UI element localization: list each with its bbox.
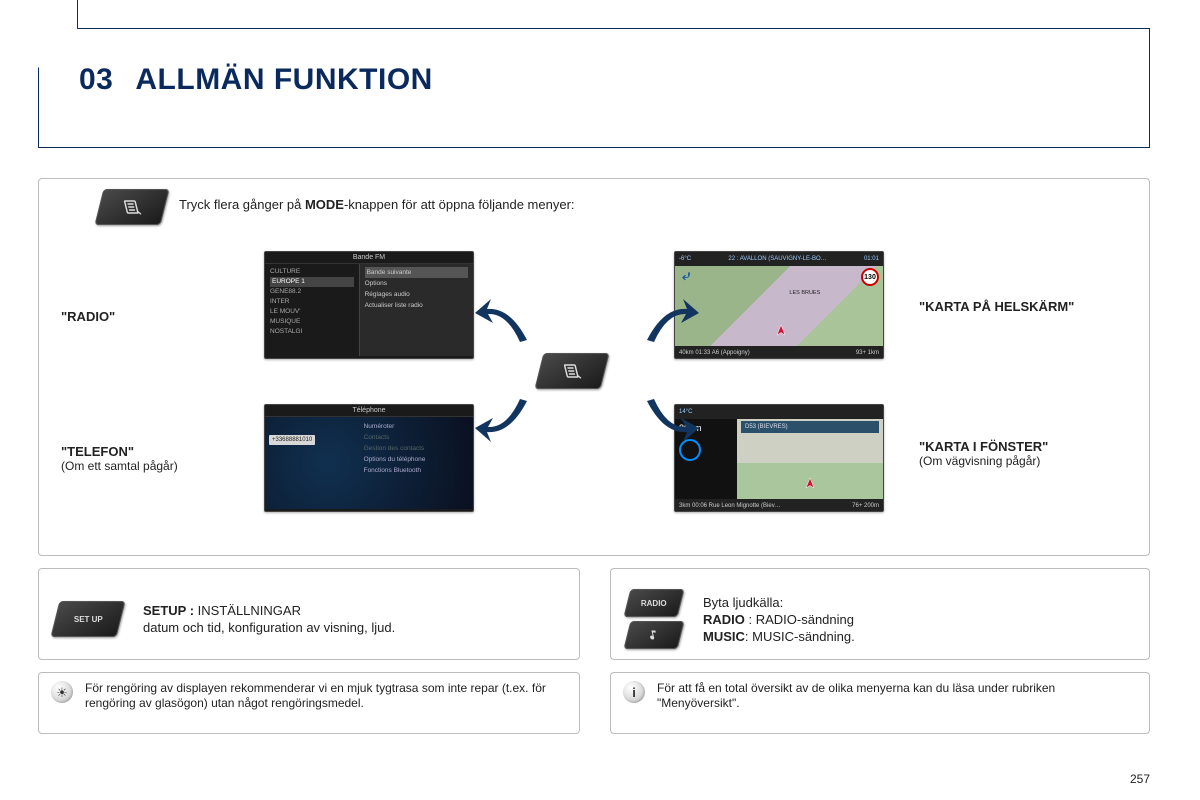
radio-station-item: GENE88.2 [270, 287, 354, 297]
tel-menu-item: Numéroter [364, 421, 468, 432]
mode-diagram-box: Tryck flera gånger på MODE-knappen för a… [38, 178, 1150, 556]
turn-left-icon [681, 270, 697, 289]
feature-source-box: RADIO Byta ljudkälla: RADIO : RADIO-sänd… [610, 568, 1150, 660]
cycle-arrow-icon [475, 295, 535, 350]
note-cleaning-text: För rengöring av displayen rekommenderar… [85, 681, 567, 711]
map2-banner: D53 (BIEVRES) [741, 421, 879, 433]
list-icon [561, 362, 583, 380]
radio-station-item: EUROPE 1 [270, 277, 354, 287]
mode-key-top [99, 189, 161, 223]
label-radio: "RADIO" [61, 309, 115, 324]
intro-bold: MODE [305, 197, 344, 212]
radio-menu-item: Options [365, 278, 468, 289]
tel-menu-item: Options du téléphone [364, 454, 468, 465]
page-title: 03 ALLMÄN FUNKTION [79, 63, 1119, 97]
page-number: 257 [1130, 772, 1150, 786]
label-telefon: "TELEFON" (Om ett samtal pågår) [61, 444, 178, 473]
feature-setup-box: SET UP SETUP : INSTÄLLNINGAR datum och t… [38, 568, 580, 660]
thumb-map-full: -6°C 22 : AVALLON (SAUVIGNY-LE-BO… 01:01… [674, 251, 884, 359]
title-notch [38, 0, 78, 68]
map1-temp: -6°C [679, 256, 691, 262]
thumb-radio-header: Bande FM [265, 252, 473, 264]
cycle-arrow-icon [639, 295, 699, 350]
nav-cursor-icon [775, 324, 787, 336]
setup-key: SET UP [51, 601, 126, 637]
note-cleaning: ☀ För rengöring av displayen rekommender… [38, 672, 580, 734]
intro-prefix: Tryck flera gånger på [179, 197, 305, 212]
music-note-icon [647, 629, 662, 641]
thumb-map-window: 14°C 800m D53 (BIEVRES) 3km 00:06 Rue Le… [674, 404, 884, 512]
thumb-telephone: Téléphone +33688881010 NuméroterContacts… [264, 404, 474, 512]
info-icon: i [623, 681, 645, 703]
tel-number: +33688881010 [269, 435, 315, 445]
list-icon [121, 198, 143, 216]
label-map-window: "KARTA I FÖNSTER" (Om vägvisning pågår) [919, 439, 1048, 468]
music-key [624, 621, 685, 649]
radio-station-item: MUSIQUE [270, 317, 354, 327]
section-name: ALLMÄN FUNKTION [135, 63, 432, 96]
map2-bottom-right: 76+ 200m [852, 503, 879, 509]
map2-bottom-left: 3km 00:06 Rue Leon Mignotte (Biev… [679, 503, 781, 509]
radio-station-item: INTER [270, 297, 354, 307]
thumb-radio: Bande FM CULTUREEUROPE 1GENE88.2INTERLE … [264, 251, 474, 359]
mode-intro-text: Tryck flera gånger på MODE-knappen för a… [179, 197, 575, 212]
radio-station-item: LE MOUV' [270, 307, 354, 317]
hint-icon: ☀ [51, 681, 73, 703]
title-card: 03 ALLMÄN FUNKTION [38, 28, 1150, 148]
radio-menu-item: Actualiser liste radio [365, 300, 468, 311]
speed-limit-icon: 130 [861, 268, 879, 286]
radio-station-item: CULTURE [270, 267, 354, 277]
intro-suffix: -knappen för att öppna följande menyer: [344, 197, 575, 212]
radio-key: RADIO [624, 589, 685, 617]
map1-dest: 22 : AVALLON (SAUVIGNY-LE-BO… [728, 256, 826, 262]
thumb-tel-header: Téléphone [265, 405, 473, 417]
cycle-arrow-icon [639, 391, 699, 446]
nav-cursor-icon [804, 477, 816, 489]
label-map-full: "KARTA PÅ HELSKÄRM" [919, 299, 1074, 314]
tel-menu-item: Gestion des contacts [364, 443, 468, 454]
tel-menu-item: Contacts [364, 432, 468, 443]
note-overview: i För att få en total översikt av de oli… [610, 672, 1150, 734]
radio-station-item: NOSTALGI [270, 327, 354, 337]
radio-menu-item: Bande suivante [365, 267, 468, 278]
section-number: 03 [79, 63, 113, 96]
cycle-arrow-icon [475, 391, 535, 446]
map1-town: LES BRUES [789, 290, 820, 296]
mode-key-center [539, 353, 605, 389]
feature-setup-text: SETUP : INSTÄLLNINGAR datum och tid, kon… [143, 602, 395, 636]
tel-menu-item: Fonctions Bluetooth [364, 465, 468, 476]
map1-time: 01:01 [864, 256, 879, 262]
radio-menu-item: Réglages audio [365, 289, 468, 300]
feature-source-text: Byta ljudkälla: RADIO : RADIO-sändning M… [703, 594, 855, 645]
map1-bottom-right: 93+ 1km [856, 350, 879, 356]
map1-bottom-left: 40km 01:33 A6 (Appoigny) [679, 350, 750, 356]
note-overview-text: För att få en total översikt av de olika… [657, 681, 1137, 711]
